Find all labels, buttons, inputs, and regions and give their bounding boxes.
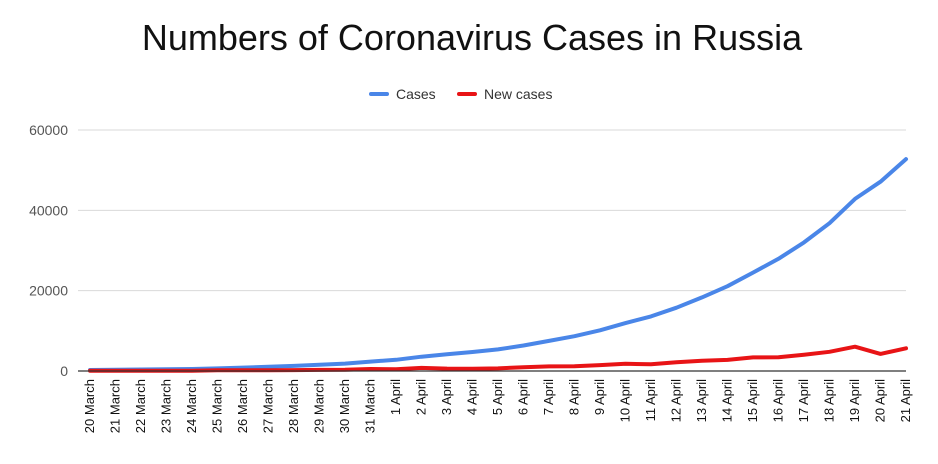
- gridlines: [78, 129, 906, 292]
- x-tick-label: 31 March: [363, 379, 378, 433]
- chart-legend: Cases New cases: [369, 86, 552, 102]
- x-tick-label: 25 March: [210, 379, 225, 433]
- x-axis-ticks: 20 March 21 March 22 March 23 March 24 March…: [82, 379, 913, 433]
- y-tick-label: 20000: [29, 283, 68, 299]
- legend-label: New cases: [484, 86, 552, 102]
- x-tick-label: 16 April: [771, 379, 786, 422]
- x-tick-label: 11 April: [643, 379, 658, 422]
- x-tick-label: 3 April: [439, 379, 454, 415]
- x-tick-label: 23 March: [159, 379, 174, 433]
- y-axis-ticks: 0 20000 40000 60000: [29, 122, 68, 379]
- x-tick-label: 9 April: [592, 379, 607, 415]
- x-tick-label: 26 March: [235, 379, 250, 433]
- y-tick-label: 40000: [29, 202, 68, 218]
- x-tick-label: 20 March: [82, 379, 97, 433]
- x-tick-label: 6 April: [516, 379, 531, 415]
- x-tick-label: 21 April: [898, 379, 913, 422]
- x-tick-label: 14 April: [720, 379, 735, 422]
- series-lines: [88, 157, 908, 373]
- x-tick-label: 22 March: [133, 379, 148, 433]
- legend-label: Cases: [396, 86, 436, 102]
- x-tick-label: 27 March: [261, 379, 276, 433]
- x-tick-label: 10 April: [618, 379, 633, 422]
- x-tick-label: 19 April: [847, 379, 862, 422]
- series-line-new-cases: [88, 344, 908, 373]
- x-tick-label: 17 April: [796, 379, 811, 422]
- x-tick-label: 21 March: [108, 379, 123, 433]
- x-tick-label: 13 April: [694, 379, 709, 422]
- x-tick-label: 18 April: [822, 379, 837, 422]
- x-tick-label: 2 April: [414, 379, 429, 415]
- x-tick-label: 15 April: [745, 379, 760, 422]
- x-tick-label: 24 March: [184, 379, 199, 433]
- y-tick-label: 0: [60, 363, 68, 379]
- x-tick-label: 20 April: [873, 379, 888, 422]
- x-tick-label: 30 March: [337, 379, 352, 433]
- series-line-cases: [88, 157, 908, 372]
- x-tick-label: 8 April: [567, 379, 582, 415]
- x-tick-label: 7 April: [541, 379, 556, 415]
- x-tick-label: 29 March: [312, 379, 327, 433]
- x-tick-label: 5 April: [490, 379, 505, 415]
- x-tick-label: 28 March: [286, 379, 301, 433]
- x-tick-label: 12 April: [669, 379, 684, 422]
- x-tick-label: 1 April: [388, 379, 403, 415]
- y-tick-label: 60000: [29, 122, 68, 138]
- chart-title: Numbers of Coronavirus Cases in Russia: [142, 17, 803, 58]
- x-tick-label: 4 April: [465, 379, 480, 415]
